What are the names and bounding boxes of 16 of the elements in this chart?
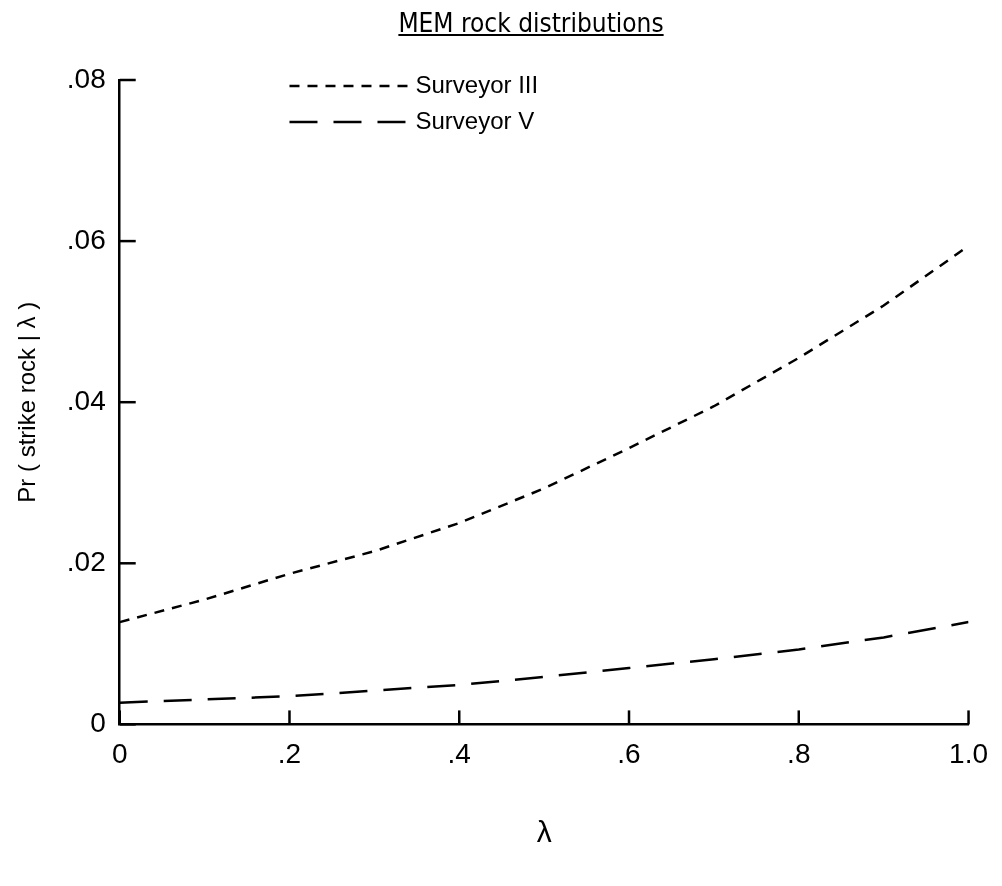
y-tick-label: .02 [66, 546, 106, 578]
legend-label: Surveyor III [415, 70, 539, 98]
y-tick-label: .04 [66, 384, 106, 416]
y-axis-title: Pr ( strike rock | λ ) [13, 301, 41, 503]
x-tick-label: .8 [787, 737, 811, 769]
y-tick-label: 0 [90, 707, 106, 739]
chart-title: MEM rock distributions [397, 8, 665, 38]
x-tick-label: 1.0 [949, 737, 989, 769]
legend-label: Surveyor V [415, 106, 535, 134]
x-tick-label: .6 [617, 737, 641, 769]
x-tick-label: 0 [111, 737, 128, 769]
x-tick-label: .4 [447, 737, 471, 769]
y-tick-label: .08 [66, 62, 106, 94]
x-axis-title: λ [536, 815, 552, 849]
x-tick-label: .2 [277, 737, 302, 769]
y-tick-label: .06 [66, 223, 106, 255]
